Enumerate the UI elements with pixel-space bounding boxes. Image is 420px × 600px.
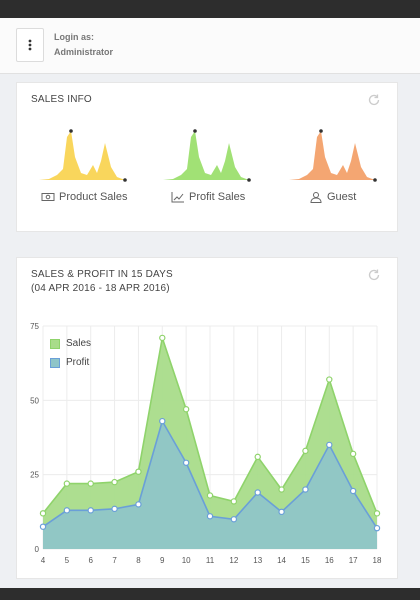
profit-point — [182, 459, 190, 466]
refresh-icon[interactable] — [367, 93, 381, 107]
profit-sales-text: Profit Sales — [189, 191, 246, 203]
x-tick-label: 10 — [182, 556, 191, 565]
x-tick-label: 17 — [349, 556, 358, 565]
bottom-bar — [0, 588, 420, 600]
top-bar — [0, 0, 420, 18]
sales-point — [206, 492, 214, 499]
legend-swatch-profit — [50, 357, 60, 368]
x-tick-label: 14 — [277, 556, 286, 565]
x-tick-label: 12 — [229, 556, 238, 565]
profit-point — [302, 486, 309, 493]
product-sales-label: Product Sales — [41, 191, 127, 203]
peak-marker — [193, 129, 197, 133]
profit-point — [206, 513, 214, 520]
y-tick-label: 75 — [30, 322, 39, 331]
product-sales-area — [39, 131, 125, 180]
sales-info-panel: SALES INFO Product Sales Profit Sales — [16, 82, 398, 232]
user-icon — [310, 192, 322, 203]
legend-label-sales: Sales — [66, 338, 92, 349]
legend-item-profit: Profit — [50, 353, 91, 372]
panel-title: SALES INFO — [31, 94, 92, 105]
username: Administrator — [54, 47, 114, 57]
sales-point — [278, 486, 285, 493]
profit-point — [135, 501, 142, 508]
profit-point — [63, 507, 71, 514]
profit-sales-area — [163, 131, 249, 180]
profit-point — [373, 524, 381, 532]
sales-point — [230, 498, 238, 505]
sales-point — [349, 450, 357, 458]
x-tick-label: 16 — [325, 556, 334, 565]
x-tick-label: 18 — [373, 556, 382, 565]
x-tick-label: 15 — [301, 556, 310, 565]
x-tick-label: 7 — [112, 556, 117, 565]
sales-point — [302, 447, 309, 455]
money-icon — [41, 193, 55, 201]
refresh-icon[interactable] — [367, 268, 381, 282]
profit-sales-sparkline — [163, 127, 253, 183]
sales-point — [254, 453, 261, 461]
x-tick-label: 8 — [136, 556, 141, 565]
chart-legend: Sales Profit — [50, 334, 91, 372]
sales-point — [63, 480, 71, 487]
profit-point — [87, 507, 94, 514]
x-tick-label: 4 — [41, 556, 46, 565]
line-chart-icon — [171, 192, 184, 203]
y-tick-label: 50 — [30, 396, 39, 405]
legend-swatch-sales — [50, 338, 60, 349]
menu-button[interactable] — [16, 28, 44, 62]
guest-sparkline — [289, 127, 379, 183]
sales-point — [182, 406, 190, 413]
login-label: Login as: — [54, 32, 94, 42]
profit-point — [254, 489, 261, 496]
x-tick-label: 9 — [160, 556, 165, 565]
sales-point — [87, 480, 94, 487]
profit-area — [43, 421, 377, 549]
sales-profit-chart: 0 25 50 75 4 5 6 7 8 9 10 11 12 13 14 15 16 17 18 — [30, 322, 382, 565]
panel-title: SALES & PROFIT IN 15 DAYS — [31, 269, 173, 280]
profit-point — [230, 516, 238, 523]
sales-point — [111, 478, 118, 486]
product-sales-text: Product Sales — [59, 191, 128, 203]
end-marker — [373, 178, 377, 182]
sales-point — [373, 510, 381, 517]
guest-label: Guest — [309, 191, 356, 203]
x-tick-label: 6 — [88, 556, 93, 565]
panel-subtitle: (04 APR 2016 - 18 APR 2016) — [31, 283, 170, 294]
sales-point — [326, 376, 333, 383]
end-marker — [247, 178, 251, 182]
sales-profit-panel: SALES & PROFIT IN 15 DAYS (04 APR 2016 -… — [16, 257, 398, 579]
user-bar: Login as: Administrator — [0, 18, 420, 74]
vertical-ellipsis-icon — [28, 39, 32, 51]
end-marker — [123, 178, 127, 182]
guest-text: Guest — [327, 191, 357, 203]
profit-point — [39, 523, 47, 530]
sales-area — [43, 337, 377, 549]
profit-point — [349, 487, 357, 495]
x-tick-label: 11 — [206, 556, 215, 565]
x-tick-label: 13 — [253, 556, 262, 565]
sales-point — [39, 510, 47, 517]
profit-sales-label: Profit Sales — [171, 191, 245, 203]
profit-point — [326, 441, 333, 449]
y-tick-label: 0 — [35, 545, 40, 554]
legend-item-sales: Sales — [50, 334, 91, 353]
guest-area — [289, 131, 375, 180]
peak-marker — [319, 129, 323, 133]
profit-point — [111, 505, 118, 513]
sales-point — [159, 334, 166, 342]
profit-point — [278, 508, 285, 516]
product-sales-sparkline — [39, 127, 129, 183]
legend-label-profit: Profit — [66, 357, 90, 368]
x-tick-label: 5 — [65, 556, 70, 565]
peak-marker — [69, 129, 73, 133]
y-tick-label: 25 — [30, 471, 39, 480]
sales-point — [135, 468, 142, 475]
profit-point — [159, 417, 166, 425]
